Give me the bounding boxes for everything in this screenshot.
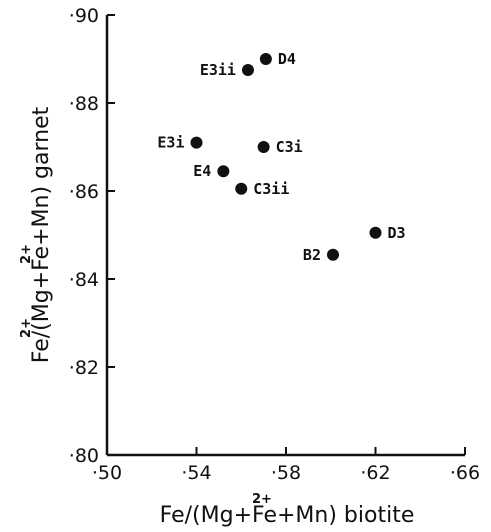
- y-axis-title-superscript-2: 2+: [19, 244, 34, 264]
- data-point-e3i: [190, 136, 203, 149]
- y-axis-title: Fe/(Mg+Fe+Mn) garnet 2+ 2+: [19, 106, 54, 363]
- plot-frame: [105, 15, 465, 457]
- data-label-e3i: E3i: [157, 134, 184, 152]
- data-label-b2: B2: [303, 246, 321, 264]
- y-tick-label: ·80: [69, 445, 99, 467]
- data-label-d3: D3: [388, 224, 406, 242]
- data-label-c3ii: C3ii: [253, 180, 289, 198]
- data-label-c3i: C3i: [276, 138, 303, 156]
- x-tick-label: ·66: [450, 462, 480, 484]
- y-tick-label: ·82: [69, 357, 99, 379]
- y-tick-label: ·86: [69, 181, 99, 203]
- x-tick-label: ·54: [181, 462, 211, 484]
- x-axis-title-superscript: 2+: [252, 492, 272, 507]
- y-tick-label: ·90: [69, 5, 99, 27]
- data-point-d3: [369, 226, 382, 239]
- x-ticks: ·50 ·54 ·58 ·62 ·66: [92, 447, 480, 484]
- data-point-c3ii: [235, 182, 248, 195]
- x-axis-title-text: Fe/(Mg+Fe+Mn) biotite: [160, 503, 415, 528]
- data-label-e4: E4: [193, 162, 211, 180]
- data-point-e3ii: [241, 64, 254, 76]
- data-label-e3ii: E3ii: [200, 61, 236, 79]
- y-ticks: ·80 ·82 ·84 ·86 ·88 ·90: [69, 5, 115, 467]
- data-point-e4: [217, 165, 230, 178]
- data-point-d4: [259, 53, 272, 65]
- data-label-d4: D4: [278, 50, 296, 68]
- y-tick-label: ·88: [69, 93, 99, 115]
- y-tick-label: ·84: [69, 269, 99, 291]
- x-tick-label: ·62: [360, 462, 390, 484]
- x-tick-label: ·58: [271, 462, 301, 484]
- x-tick-label: ·50: [92, 462, 122, 484]
- y-axis-title-superscript-1: 2+: [19, 318, 34, 338]
- data-point-b2: [326, 248, 339, 261]
- data-points: D4 E3ii E3i C3i E4 C3ii D3 B2: [157, 50, 405, 264]
- x-axis-title: Fe/(Mg+Fe+Mn) biotite 2+: [160, 492, 415, 528]
- y-axis-title-text: Fe/(Mg+Fe+Mn) garnet: [29, 106, 54, 363]
- data-point-c3i: [257, 141, 270, 153]
